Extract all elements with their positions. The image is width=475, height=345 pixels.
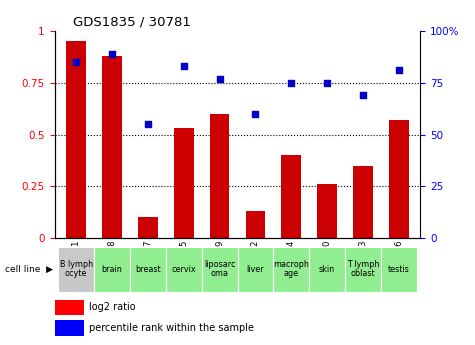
Bar [281, 155, 301, 238]
Text: testis: testis [388, 265, 410, 274]
Bar [166, 247, 202, 292]
Bar [309, 247, 345, 292]
Point [359, 92, 367, 98]
Text: GDS1835 / 30781: GDS1835 / 30781 [73, 16, 191, 29]
Text: percentile rank within the sample: percentile rank within the sample [89, 323, 255, 333]
Bar [130, 247, 166, 292]
Text: skin: skin [319, 265, 335, 274]
Text: macroph
age: macroph age [273, 260, 309, 278]
Text: T lymph
oblast: T lymph oblast [347, 260, 379, 278]
Text: breast: breast [135, 265, 161, 274]
Text: liposarc
oma: liposarc oma [204, 260, 235, 278]
Point [144, 121, 152, 127]
Bar [209, 114, 229, 238]
Text: B lymph
ocyte: B lymph ocyte [59, 260, 93, 278]
Text: cervix: cervix [171, 265, 196, 274]
Point [395, 68, 403, 73]
Bar [94, 247, 130, 292]
Bar [273, 247, 309, 292]
Bar [138, 217, 158, 238]
Bar [389, 120, 408, 238]
Bar [246, 211, 266, 238]
Bar [58, 247, 94, 292]
Bar [345, 247, 381, 292]
Bar [55, 299, 84, 315]
Text: liver: liver [247, 265, 264, 274]
Text: brain: brain [102, 265, 123, 274]
Bar [174, 128, 194, 238]
Bar [381, 247, 417, 292]
Bar [353, 166, 373, 238]
Text: cell line  ▶: cell line ▶ [5, 265, 53, 274]
Bar [102, 56, 122, 238]
Bar [202, 247, 238, 292]
Bar [238, 247, 273, 292]
Bar [66, 41, 86, 238]
Bar [317, 184, 337, 238]
Point [323, 80, 331, 86]
Text: log2 ratio: log2 ratio [89, 303, 136, 313]
Point [252, 111, 259, 117]
Point [108, 51, 116, 57]
Point [216, 76, 223, 81]
Point [180, 63, 188, 69]
Point [287, 80, 295, 86]
Point [72, 59, 80, 65]
Bar [55, 320, 84, 336]
